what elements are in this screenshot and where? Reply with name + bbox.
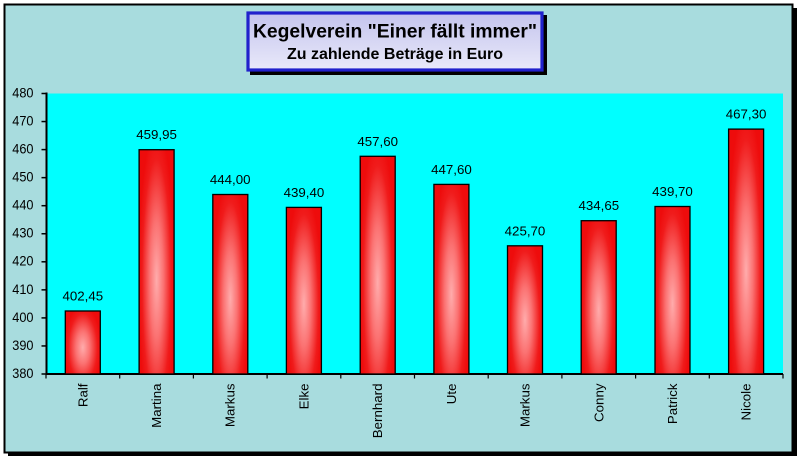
svg-text:400: 400 (12, 310, 33, 326)
svg-text:420: 420 (12, 254, 33, 270)
svg-text:439,70: 439,70 (652, 184, 693, 199)
svg-text:380: 380 (12, 366, 33, 382)
svg-text:Elke: Elke (296, 384, 311, 410)
svg-text:390: 390 (12, 338, 33, 354)
svg-text:Zu zahlende Beträge in Euro: Zu zahlende Beträge in Euro (287, 46, 503, 63)
svg-text:447,60: 447,60 (431, 162, 472, 177)
svg-text:402,45: 402,45 (62, 289, 103, 304)
svg-text:Martina: Martina (149, 383, 164, 428)
svg-text:425,70: 425,70 (505, 223, 546, 238)
svg-text:444,00: 444,00 (210, 172, 251, 187)
svg-text:Ute: Ute (444, 384, 459, 405)
svg-text:Bernhard: Bernhard (370, 384, 385, 439)
svg-text:439,40: 439,40 (284, 185, 325, 200)
svg-text:430: 430 (12, 226, 33, 242)
svg-text:467,30: 467,30 (726, 107, 767, 122)
svg-text:440: 440 (12, 198, 33, 214)
svg-text:Markus: Markus (518, 383, 533, 427)
svg-text:434,65: 434,65 (578, 198, 619, 213)
svg-text:Conny: Conny (591, 383, 606, 422)
svg-text:460: 460 (12, 142, 33, 158)
svg-text:459,95: 459,95 (136, 127, 177, 142)
svg-text:Nicole: Nicole (739, 384, 754, 421)
svg-text:410: 410 (12, 282, 33, 298)
svg-text:Markus: Markus (223, 383, 238, 427)
svg-text:470: 470 (12, 113, 33, 129)
svg-text:Kegelverein "Einer fällt immer: Kegelverein "Einer fällt immer" (253, 21, 537, 42)
svg-text:450: 450 (12, 170, 33, 186)
svg-text:Ralf: Ralf (75, 383, 90, 407)
svg-text:457,60: 457,60 (357, 134, 398, 149)
svg-text:480: 480 (12, 85, 33, 101)
svg-text:Patrick: Patrick (665, 383, 680, 424)
